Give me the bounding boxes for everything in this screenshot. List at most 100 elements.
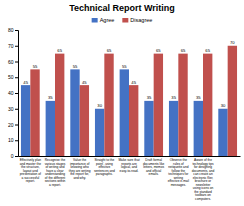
data-label: 45 [23,80,28,85]
y-tick: 10 [8,137,18,143]
bar [120,69,129,156]
x-tick: Make sure thatreports arelogical, andeas… [118,158,139,173]
legend-item: Disagree [122,17,152,23]
bars [21,46,237,156]
bar [154,54,163,156]
legend-label: Agree [100,17,115,23]
x-tick-label-line: paragraphs. [96,172,113,176]
x-tick: Effectively planand master thethe struct… [20,158,42,183]
y-tick-label: 60 [8,59,14,65]
y-tick-mark [15,46,18,47]
y-tick-label: 0 [11,153,14,159]
y-tick-mark [15,156,18,157]
title: Technical Report Writing [69,3,175,13]
legend-swatch [92,18,98,23]
y-tick-mark [15,93,18,94]
bar [46,101,55,156]
y-tick: 70 [8,43,18,49]
x-axis: Effectively planand master thethe struct… [19,157,241,201]
bar [129,85,138,156]
bar [55,54,64,156]
bar [194,101,203,156]
x-tick-label-line: and why. [73,176,86,180]
x-tick-label: Aware of thetechnology tipsfor designing… [192,158,215,201]
y-tick-mark [15,62,18,63]
y-tick-label: 70 [8,43,14,49]
data-label: 35 [196,95,201,100]
data-label: 70 [230,40,235,45]
bar [95,109,104,156]
y-tick-mark [15,140,18,141]
x-tick: Aware of thetechnology tipsfor designing… [192,158,215,201]
y-axis-line [15,31,19,157]
y-tick: 30 [8,106,18,112]
data-label: 65 [57,48,62,53]
x-tick-label: Value theimportance ofknowing whothey ar… [69,158,91,180]
data-label: 65 [156,48,161,53]
bar [144,101,153,156]
data-label: 55 [33,64,38,69]
x-tick-label: Recognise thevarious stagesof writing an… [45,158,66,187]
x-tick-label-line: emails. [149,172,159,176]
y-tick: 20 [8,122,18,128]
legend: Agree Disagree [92,17,153,23]
data-label: 30 [97,103,102,108]
x-tick: Value theimportance ofknowing whothey ar… [69,158,91,180]
y-tick: 60 [8,59,18,65]
data-label: 35 [147,95,152,100]
bar [228,46,237,156]
bar [203,54,212,156]
data-label: 45 [131,80,136,85]
y-tick-label: 50 [8,74,14,80]
data-labels: 45 35 55 30 55 35 35 35 30 55 65 45 65 45 65 65 65 70 [23,40,235,108]
x-axis-line [19,156,241,157]
legend-item: Agree [92,17,115,23]
bar [70,69,79,156]
x-tick-label: Make sure thatreports arelogical, andeas… [118,158,139,173]
y-tick-label: 40 [8,90,14,96]
y-tick: 80 [8,27,18,33]
y-tick: 40 [8,90,18,96]
y-tick-mark [15,30,18,31]
x-tick: Straight to thepoint', usingeffectivesen… [94,158,115,176]
y-axis: 0 10 20 30 40 50 60 70 80 [8,27,19,159]
x-tick-label-line: a report. [49,183,61,187]
x-tick-label-line: report. [26,179,35,183]
y-tick-mark [15,109,18,110]
data-label: 65 [107,48,112,53]
x-tick-label: Draft formaldocuments likeletters, memos… [143,158,164,176]
y-tick: 0 [11,153,18,159]
x-tick-label: Observe therules ofnetiquette andfollow … [168,158,190,187]
data-label: 65 [181,48,186,53]
y-tick-label: 20 [8,122,14,128]
bar [30,69,39,156]
x-tick: Observe therules ofnetiquette andfollow … [168,158,190,187]
data-label: 35 [48,95,53,100]
bar [21,85,30,156]
bar [80,85,89,156]
bar [218,109,227,156]
x-tick: Draft formaldocuments likeletters, memos… [143,158,164,176]
data-label: 65 [205,48,210,53]
bar [169,101,178,156]
chart: 0 10 20 30 40 50 60 70 80 Effectively planand mas… [0,0,244,206]
y-tick-label: 30 [8,106,14,112]
x-tick-label-line: computers. [195,197,211,201]
x-tick-label: Straight to thepoint', usingeffectivesen… [94,158,115,176]
data-label: 30 [221,103,226,108]
x-tick-label-line: easy-to-read. [120,169,139,173]
bar [104,54,113,156]
data-label: 45 [82,80,87,85]
legend-swatch [122,18,128,23]
y-tick-mark [15,125,18,126]
y-tick-mark [15,77,18,78]
data-label: 35 [171,95,176,100]
data-label: 55 [73,64,78,69]
x-tick: Recognise thevarious stagesof writing an… [45,158,66,187]
x-tick-label: Effectively planand master thethe struct… [20,158,42,183]
x-tick-label-line: messages. [171,183,187,187]
legend-label: Disagree [130,17,152,23]
y-tick-label: 80 [8,27,14,33]
data-label: 55 [122,64,127,69]
bar [178,54,187,156]
